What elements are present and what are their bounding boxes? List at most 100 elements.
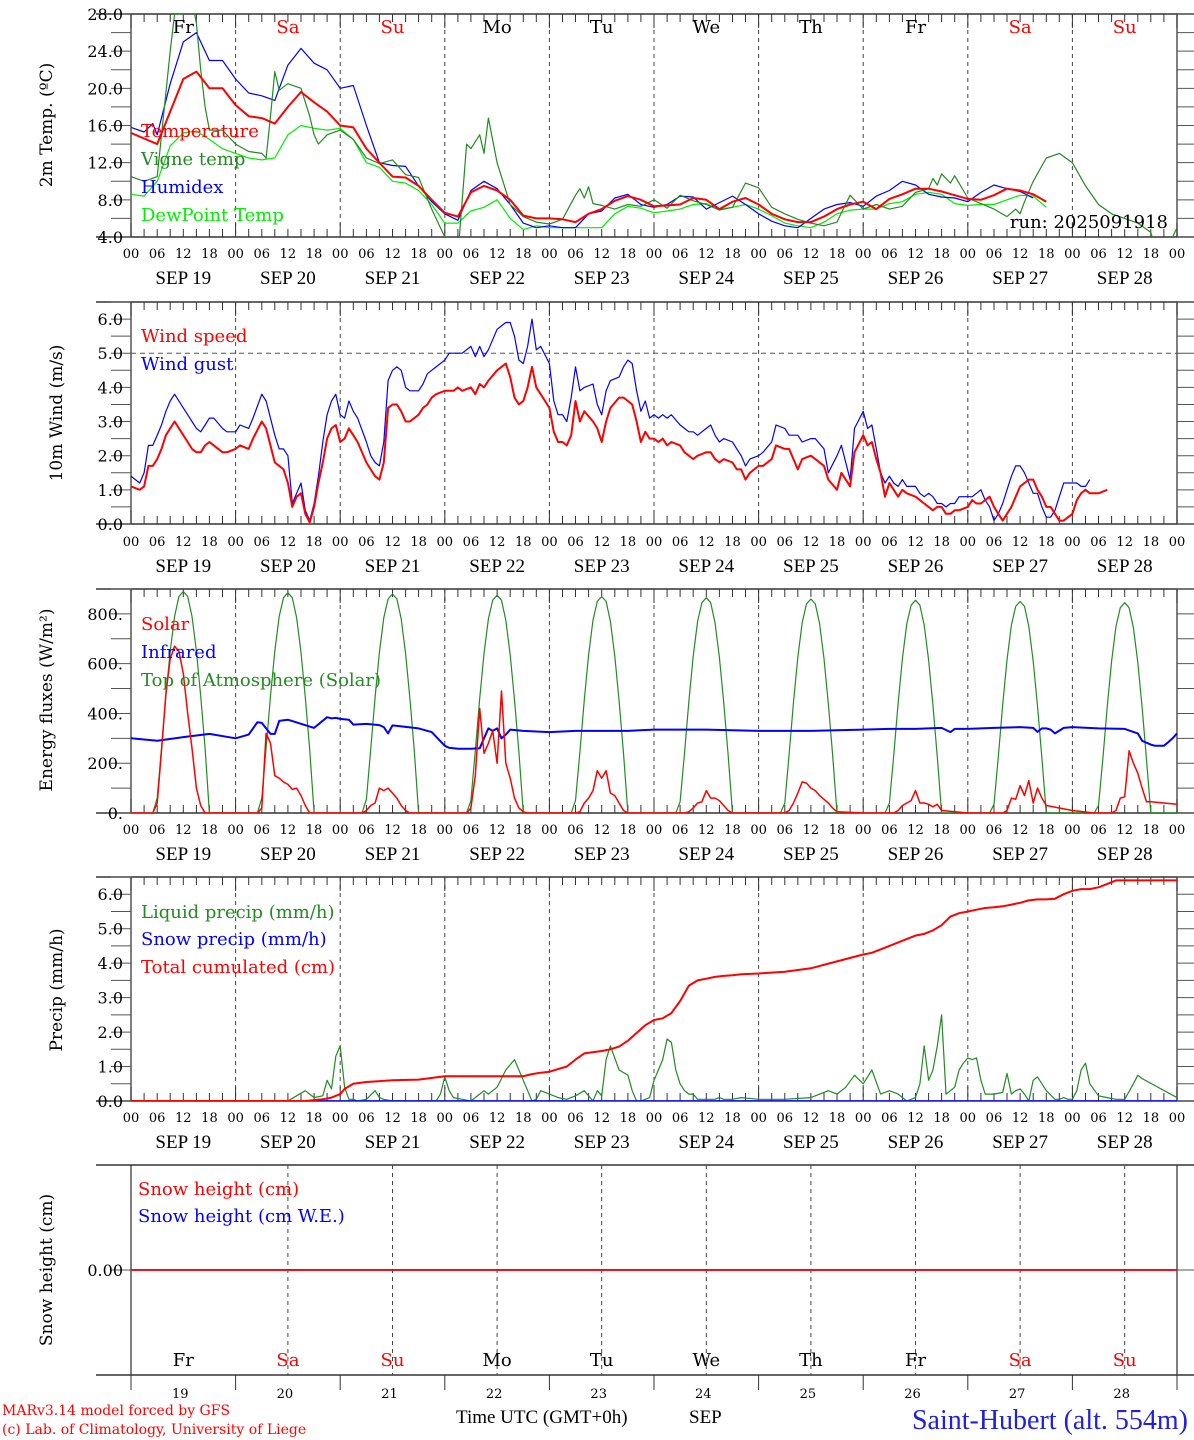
hour-tick-label: 06 [358,535,375,550]
hour-tick-label: 18 [933,247,950,262]
date-label: SEP 23 [574,1132,630,1153]
hour-tick-label: 06 [1090,1111,1107,1126]
hour-tick-label: 00 [1064,247,1081,262]
date-label: SEP 19 [155,844,211,865]
hour-tick-label: 06 [149,1111,166,1126]
hour-tick-label: 00 [227,247,244,262]
y-tick-label: 4.0 [98,378,123,397]
y-tick-label: 12.0 [87,154,123,173]
date-label: SEP 28 [1097,556,1153,577]
hour-tick-label: 12 [698,247,715,262]
run-label: run: 2025091918 [1010,212,1168,233]
hour-tick-label: 06 [672,535,689,550]
hour-tick-label: 12 [907,247,924,262]
hour-tick-label: 18 [933,823,950,838]
date-label: SEP 26 [888,844,944,865]
hour-tick-label: 06 [776,247,793,262]
series-line-wind-speed [131,362,1108,524]
hour-tick-label: 18 [515,535,532,550]
hour-tick-label: 12 [698,535,715,550]
hour-tick-label: 00 [332,823,349,838]
date-label: SEP 24 [678,556,734,577]
series-line-total-cumulated-cm- [131,879,1177,1101]
legend-entry: Temperature [141,121,259,142]
hour-tick-label: 18 [306,823,323,838]
hour-tick-label: 12 [1116,823,1133,838]
y-tick-label: 5.0 [98,920,123,939]
y-axis-label: Snow height (cm) [37,1194,57,1346]
day-number-label: 21 [381,1387,398,1402]
y-axis-label: 10m Wind (m/s) [47,345,67,482]
hour-tick-label: 00 [960,247,977,262]
hour-tick-label: 00 [1169,823,1186,838]
credit-line-1: MARv3.14 model forced by GFS [2,1403,230,1419]
hour-tick-label: 12 [280,1111,297,1126]
hour-tick-label: 00 [750,1111,767,1126]
hour-tick-label: 06 [881,247,898,262]
hour-tick-label: 18 [1143,535,1160,550]
date-label: SEP 20 [260,268,316,289]
legend-entry: Top of Atmosphere (Solar) [141,670,381,691]
hour-tick-label: 18 [829,535,846,550]
hour-tick-label: 06 [253,1111,270,1126]
date-label: SEP 27 [992,1132,1048,1153]
hour-tick-label: 12 [593,535,610,550]
day-number-label: 27 [1009,1387,1026,1402]
y-tick-label: 0.0 [98,515,123,534]
legend-entry: Wind speed [141,326,247,347]
weekday-label: Fr [173,1350,194,1371]
x-minor-ticks [130,877,1178,1101]
series-line-solar [131,645,1177,813]
hour-tick-label: 18 [410,1111,427,1126]
y-axis-label: Energy fluxes (W/m²) [37,609,57,792]
date-label: SEP 27 [992,556,1048,577]
panel-snow: 19 20 21 22 23 24 25 26 27 28 0.00 Snow height (cm)… [37,1164,1194,1402]
hour-tick-label: 06 [1090,823,1107,838]
hour-tick-label: 12 [1116,1111,1133,1126]
hour-tick-label: 06 [672,823,689,838]
date-label: SEP 23 [574,556,630,577]
weekday-label: Th [799,1350,823,1371]
hour-tick-label: 18 [1038,247,1055,262]
hour-tick-label: 00 [646,1111,663,1126]
panels: 00 06 12 18 00 06 12 18 00 06 12 18 00 06 12 18 00 06 12 18… [37,5,1194,1402]
hour-tick-label: 06 [567,823,584,838]
hour-tick-label: 06 [463,535,480,550]
hour-tick-label: 18 [724,1111,741,1126]
hour-tick-label: 18 [306,535,323,550]
hour-tick-label: 18 [515,823,532,838]
hour-tick-label: 06 [567,1111,584,1126]
hour-tick-label: 12 [1116,535,1133,550]
date-label: SEP 25 [783,556,839,577]
hour-tick-label: 06 [986,247,1003,262]
weekday-label: We [692,1350,720,1371]
hour-tick-label: 00 [541,1111,558,1126]
date-label: SEP 22 [469,268,525,289]
series-line-infrared [131,716,1177,750]
hour-tick-label: 00 [437,535,454,550]
date-label: SEP 20 [260,844,316,865]
weekday-label: Fr [173,17,194,38]
hour-tick-label: 12 [384,535,401,550]
hour-tick-label: 06 [463,247,480,262]
date-label: SEP 20 [260,556,316,577]
hour-tick-label: 12 [175,823,192,838]
legend-entry: Wind gust [141,354,234,375]
hour-tick-label: 00 [437,247,454,262]
hour-tick-label: 18 [201,247,218,262]
hour-tick-label: 12 [593,823,610,838]
hour-tick-label: 06 [986,535,1003,550]
y-tick-label: 6.0 [98,885,123,904]
hour-tick-label: 06 [567,535,584,550]
y-tick-label: 600. [87,655,123,674]
date-label: SEP 25 [783,268,839,289]
date-label: SEP 22 [469,1132,525,1153]
hour-tick-label: 18 [829,1111,846,1126]
hour-tick-label: 06 [672,1111,689,1126]
date-label: SEP 23 [574,844,630,865]
y-tick-label: 1.0 [98,481,123,500]
hour-tick-label: 12 [175,247,192,262]
date-label: SEP 23 [574,268,630,289]
hour-tick-label: 18 [1038,535,1055,550]
date-label: SEP 24 [678,268,734,289]
